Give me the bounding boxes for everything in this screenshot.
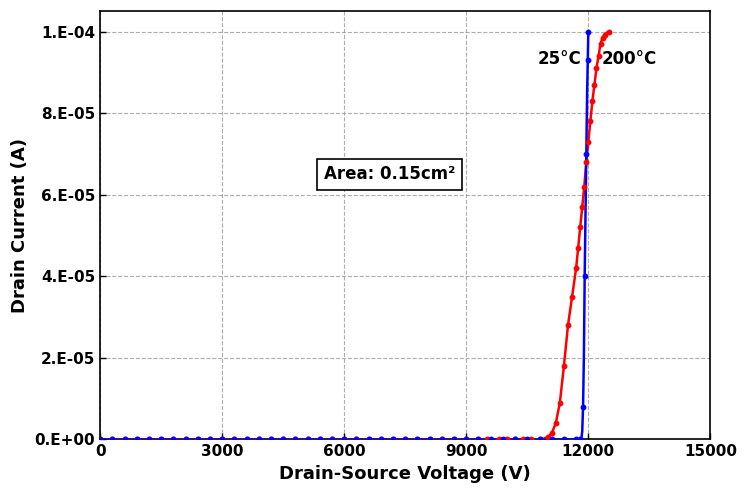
Text: 200°C: 200°C [601,50,657,68]
Text: 25°C: 25°C [538,50,582,68]
X-axis label: Drain-Source Voltage (V): Drain-Source Voltage (V) [280,465,531,483]
Text: Area: 0.15cm²: Area: 0.15cm² [324,165,456,183]
Y-axis label: Drain Current (A): Drain Current (A) [11,138,29,313]
